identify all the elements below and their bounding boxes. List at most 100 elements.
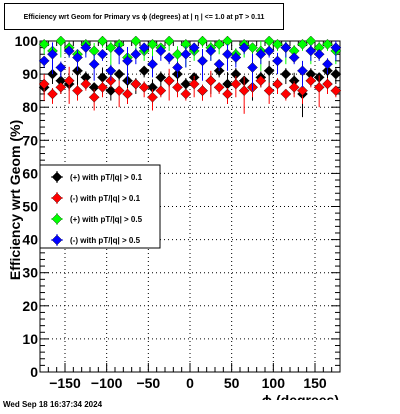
data-point bbox=[280, 88, 292, 100]
data-point bbox=[88, 91, 100, 103]
x-tick-label: −150 bbox=[49, 375, 81, 391]
data-point bbox=[238, 42, 250, 53]
data-point bbox=[122, 88, 133, 100]
data-point bbox=[272, 39, 283, 50]
data-point bbox=[80, 42, 92, 53]
x-tick-label: 0 bbox=[186, 375, 194, 391]
data-point bbox=[130, 48, 142, 60]
chart-plot: −150 −100 −50 0 50 100 150 0 10 20 30 40 50 60 70 80 90 1… bbox=[7, 33, 342, 400]
data-point bbox=[63, 75, 75, 87]
data-point bbox=[213, 39, 225, 50]
legend-label: (-) with pT/|q| > 0.5 bbox=[70, 236, 141, 245]
data-point bbox=[272, 78, 283, 90]
data-point bbox=[55, 35, 67, 47]
data-point bbox=[147, 58, 158, 70]
data-point bbox=[313, 82, 325, 93]
timestamp-footer: Wed Sep 18 16:37:34 2024 bbox=[3, 400, 103, 409]
data-point bbox=[138, 82, 150, 93]
legend-marker bbox=[51, 234, 63, 246]
data-point bbox=[147, 39, 158, 50]
data-point bbox=[197, 85, 208, 96]
data-point bbox=[322, 39, 333, 50]
data-point bbox=[47, 48, 58, 60]
data-point bbox=[38, 39, 50, 50]
data-point bbox=[188, 42, 200, 53]
legend-label: (+) with pT/|q| > 0.5 bbox=[70, 215, 143, 224]
data-point bbox=[172, 62, 183, 73]
data-point bbox=[130, 78, 142, 90]
data-point bbox=[155, 45, 167, 57]
y-tick-label: 80 bbox=[22, 99, 38, 115]
x-tick-label: 100 bbox=[262, 375, 286, 391]
data-point bbox=[113, 45, 125, 57]
data-point bbox=[230, 78, 242, 90]
y-tick-label: 100 bbox=[15, 33, 39, 49]
y-tick-label: 60 bbox=[22, 165, 38, 181]
data-point bbox=[55, 62, 67, 73]
chart-title: Efficiency wrt Geom for Primary vs ϕ (de… bbox=[23, 14, 265, 21]
data-point bbox=[230, 52, 242, 63]
data-point bbox=[255, 48, 267, 60]
data-point bbox=[138, 42, 150, 53]
data-point bbox=[113, 68, 125, 80]
legend-label: (+) with pT/|q| > 0.1 bbox=[70, 173, 143, 182]
data-point bbox=[322, 58, 333, 70]
data-point bbox=[122, 55, 133, 67]
data-point bbox=[322, 78, 333, 90]
data-point bbox=[147, 91, 158, 103]
data-point bbox=[172, 48, 183, 60]
x-tick-label: 150 bbox=[303, 375, 327, 391]
legend-label: (-) with pT/|q| > 0.1 bbox=[70, 194, 141, 203]
data-point bbox=[263, 85, 275, 96]
data-point bbox=[97, 48, 108, 60]
data-point bbox=[297, 85, 308, 96]
data-point bbox=[105, 85, 117, 96]
y-tick-label: 20 bbox=[22, 298, 38, 314]
data-point bbox=[222, 88, 233, 100]
data-point bbox=[288, 82, 300, 93]
x-tick-label: 50 bbox=[224, 375, 240, 391]
data-point bbox=[180, 88, 192, 100]
data-point bbox=[330, 68, 342, 80]
data-point bbox=[97, 82, 108, 93]
data-point bbox=[63, 45, 75, 57]
data-point bbox=[263, 65, 275, 77]
data-point bbox=[197, 35, 208, 47]
data-point bbox=[238, 85, 250, 96]
data-point bbox=[255, 75, 267, 87]
y-tick-label: 40 bbox=[22, 232, 38, 248]
data-point bbox=[130, 35, 142, 47]
data-point bbox=[330, 85, 342, 96]
x-tick-label: −100 bbox=[91, 375, 123, 391]
data-point bbox=[280, 68, 292, 80]
data-point bbox=[205, 45, 217, 57]
data-point bbox=[280, 42, 292, 53]
legend-marker bbox=[51, 171, 63, 183]
data-point bbox=[213, 58, 225, 70]
y-axis-title: Efficiency wrt Geom (%) bbox=[7, 120, 23, 280]
data-point bbox=[80, 78, 92, 90]
data-point bbox=[197, 55, 208, 67]
data-point bbox=[172, 82, 183, 93]
data-point bbox=[72, 52, 83, 63]
data-point bbox=[263, 45, 275, 57]
data-point bbox=[163, 35, 175, 47]
y-tick-label: 70 bbox=[22, 132, 38, 148]
data-point bbox=[247, 42, 258, 53]
data-point bbox=[155, 85, 167, 96]
data-point bbox=[222, 48, 233, 60]
data-point bbox=[288, 52, 300, 63]
data-point bbox=[297, 65, 308, 77]
x-axis-title: ϕ (degrees) bbox=[262, 392, 339, 400]
data-point bbox=[180, 48, 192, 60]
legend-marker bbox=[51, 213, 63, 225]
y-tick-label: 90 bbox=[22, 66, 38, 82]
data-point bbox=[163, 52, 175, 63]
data-point bbox=[105, 65, 117, 77]
data-point bbox=[247, 62, 258, 73]
data-point bbox=[38, 55, 50, 67]
data-point bbox=[163, 75, 175, 87]
data-point bbox=[97, 35, 108, 47]
data-point bbox=[55, 82, 67, 93]
y-tick-label: 30 bbox=[22, 265, 38, 281]
